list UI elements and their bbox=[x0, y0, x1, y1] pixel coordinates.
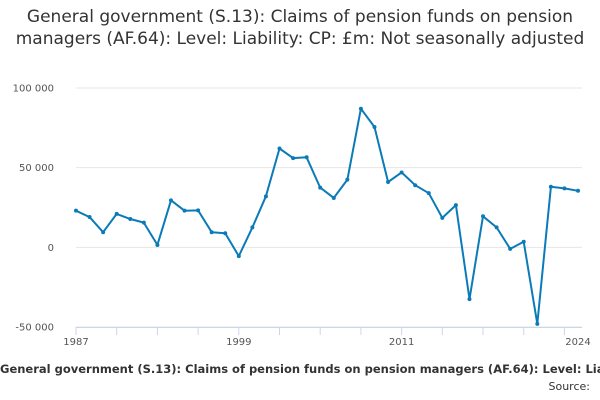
data-point[interactable] bbox=[548, 184, 553, 189]
data-point[interactable] bbox=[141, 220, 146, 225]
data-point[interactable] bbox=[494, 225, 499, 230]
data-point[interactable] bbox=[101, 230, 106, 235]
series-line bbox=[75, 107, 579, 325]
x-tick-label: 1999 bbox=[226, 337, 251, 348]
data-point[interactable] bbox=[453, 203, 458, 208]
data-point[interactable] bbox=[74, 208, 78, 213]
y-tick-label: 100 000 bbox=[13, 84, 54, 95]
y-tick-label: 0 bbox=[48, 243, 54, 254]
y-axis-labels: 100 000 50 000 0 -50 000 bbox=[13, 84, 54, 334]
data-point[interactable] bbox=[304, 155, 309, 160]
series-layer bbox=[74, 106, 580, 326]
data-point[interactable] bbox=[155, 242, 160, 247]
x-tick-label: 2011 bbox=[389, 337, 414, 348]
data-point[interactable] bbox=[291, 156, 296, 161]
data-point[interactable] bbox=[481, 214, 486, 219]
data-point[interactable] bbox=[413, 183, 418, 188]
data-point[interactable] bbox=[182, 208, 187, 213]
data-point[interactable] bbox=[467, 297, 472, 302]
data-point[interactable] bbox=[209, 230, 214, 235]
data-point[interactable] bbox=[386, 180, 391, 185]
data-point[interactable] bbox=[508, 246, 513, 251]
data-point[interactable] bbox=[250, 225, 255, 230]
data-point[interactable] bbox=[372, 125, 377, 130]
x-axis bbox=[75, 327, 582, 335]
data-point[interactable] bbox=[521, 239, 526, 244]
x-axis-labels: 1987 1999 2011 2024 bbox=[63, 337, 590, 348]
y-tick-label: -50 000 bbox=[15, 323, 54, 334]
data-point[interactable] bbox=[331, 195, 336, 200]
source-label: Source: bbox=[548, 380, 591, 393]
data-point[interactable] bbox=[223, 231, 228, 236]
data-point[interactable] bbox=[277, 146, 282, 151]
data-point[interactable] bbox=[440, 215, 445, 220]
data-point[interactable] bbox=[576, 188, 580, 193]
y-gridlines bbox=[76, 87, 582, 328]
legend-series-label: General government (S.13): Claims of pen… bbox=[0, 362, 600, 376]
data-point[interactable] bbox=[128, 216, 133, 221]
data-point[interactable] bbox=[263, 194, 268, 199]
data-point[interactable] bbox=[426, 191, 431, 196]
x-tick-label: 2024 bbox=[565, 337, 590, 348]
data-point[interactable] bbox=[196, 208, 201, 213]
data-point[interactable] bbox=[168, 198, 173, 203]
data-point[interactable] bbox=[114, 211, 119, 216]
data-point[interactable] bbox=[358, 106, 363, 111]
x-tick-label: 1987 bbox=[63, 337, 88, 348]
data-point[interactable] bbox=[399, 170, 404, 175]
data-point[interactable] bbox=[345, 177, 350, 182]
data-point[interactable] bbox=[562, 186, 567, 191]
chart-title: General government (S.13): Claims of pen… bbox=[15, 7, 585, 49]
data-point[interactable] bbox=[535, 321, 540, 326]
y-tick-label: 50 000 bbox=[19, 163, 54, 174]
data-point[interactable] bbox=[318, 185, 323, 190]
data-point[interactable] bbox=[236, 254, 241, 259]
data-point[interactable] bbox=[87, 215, 92, 220]
